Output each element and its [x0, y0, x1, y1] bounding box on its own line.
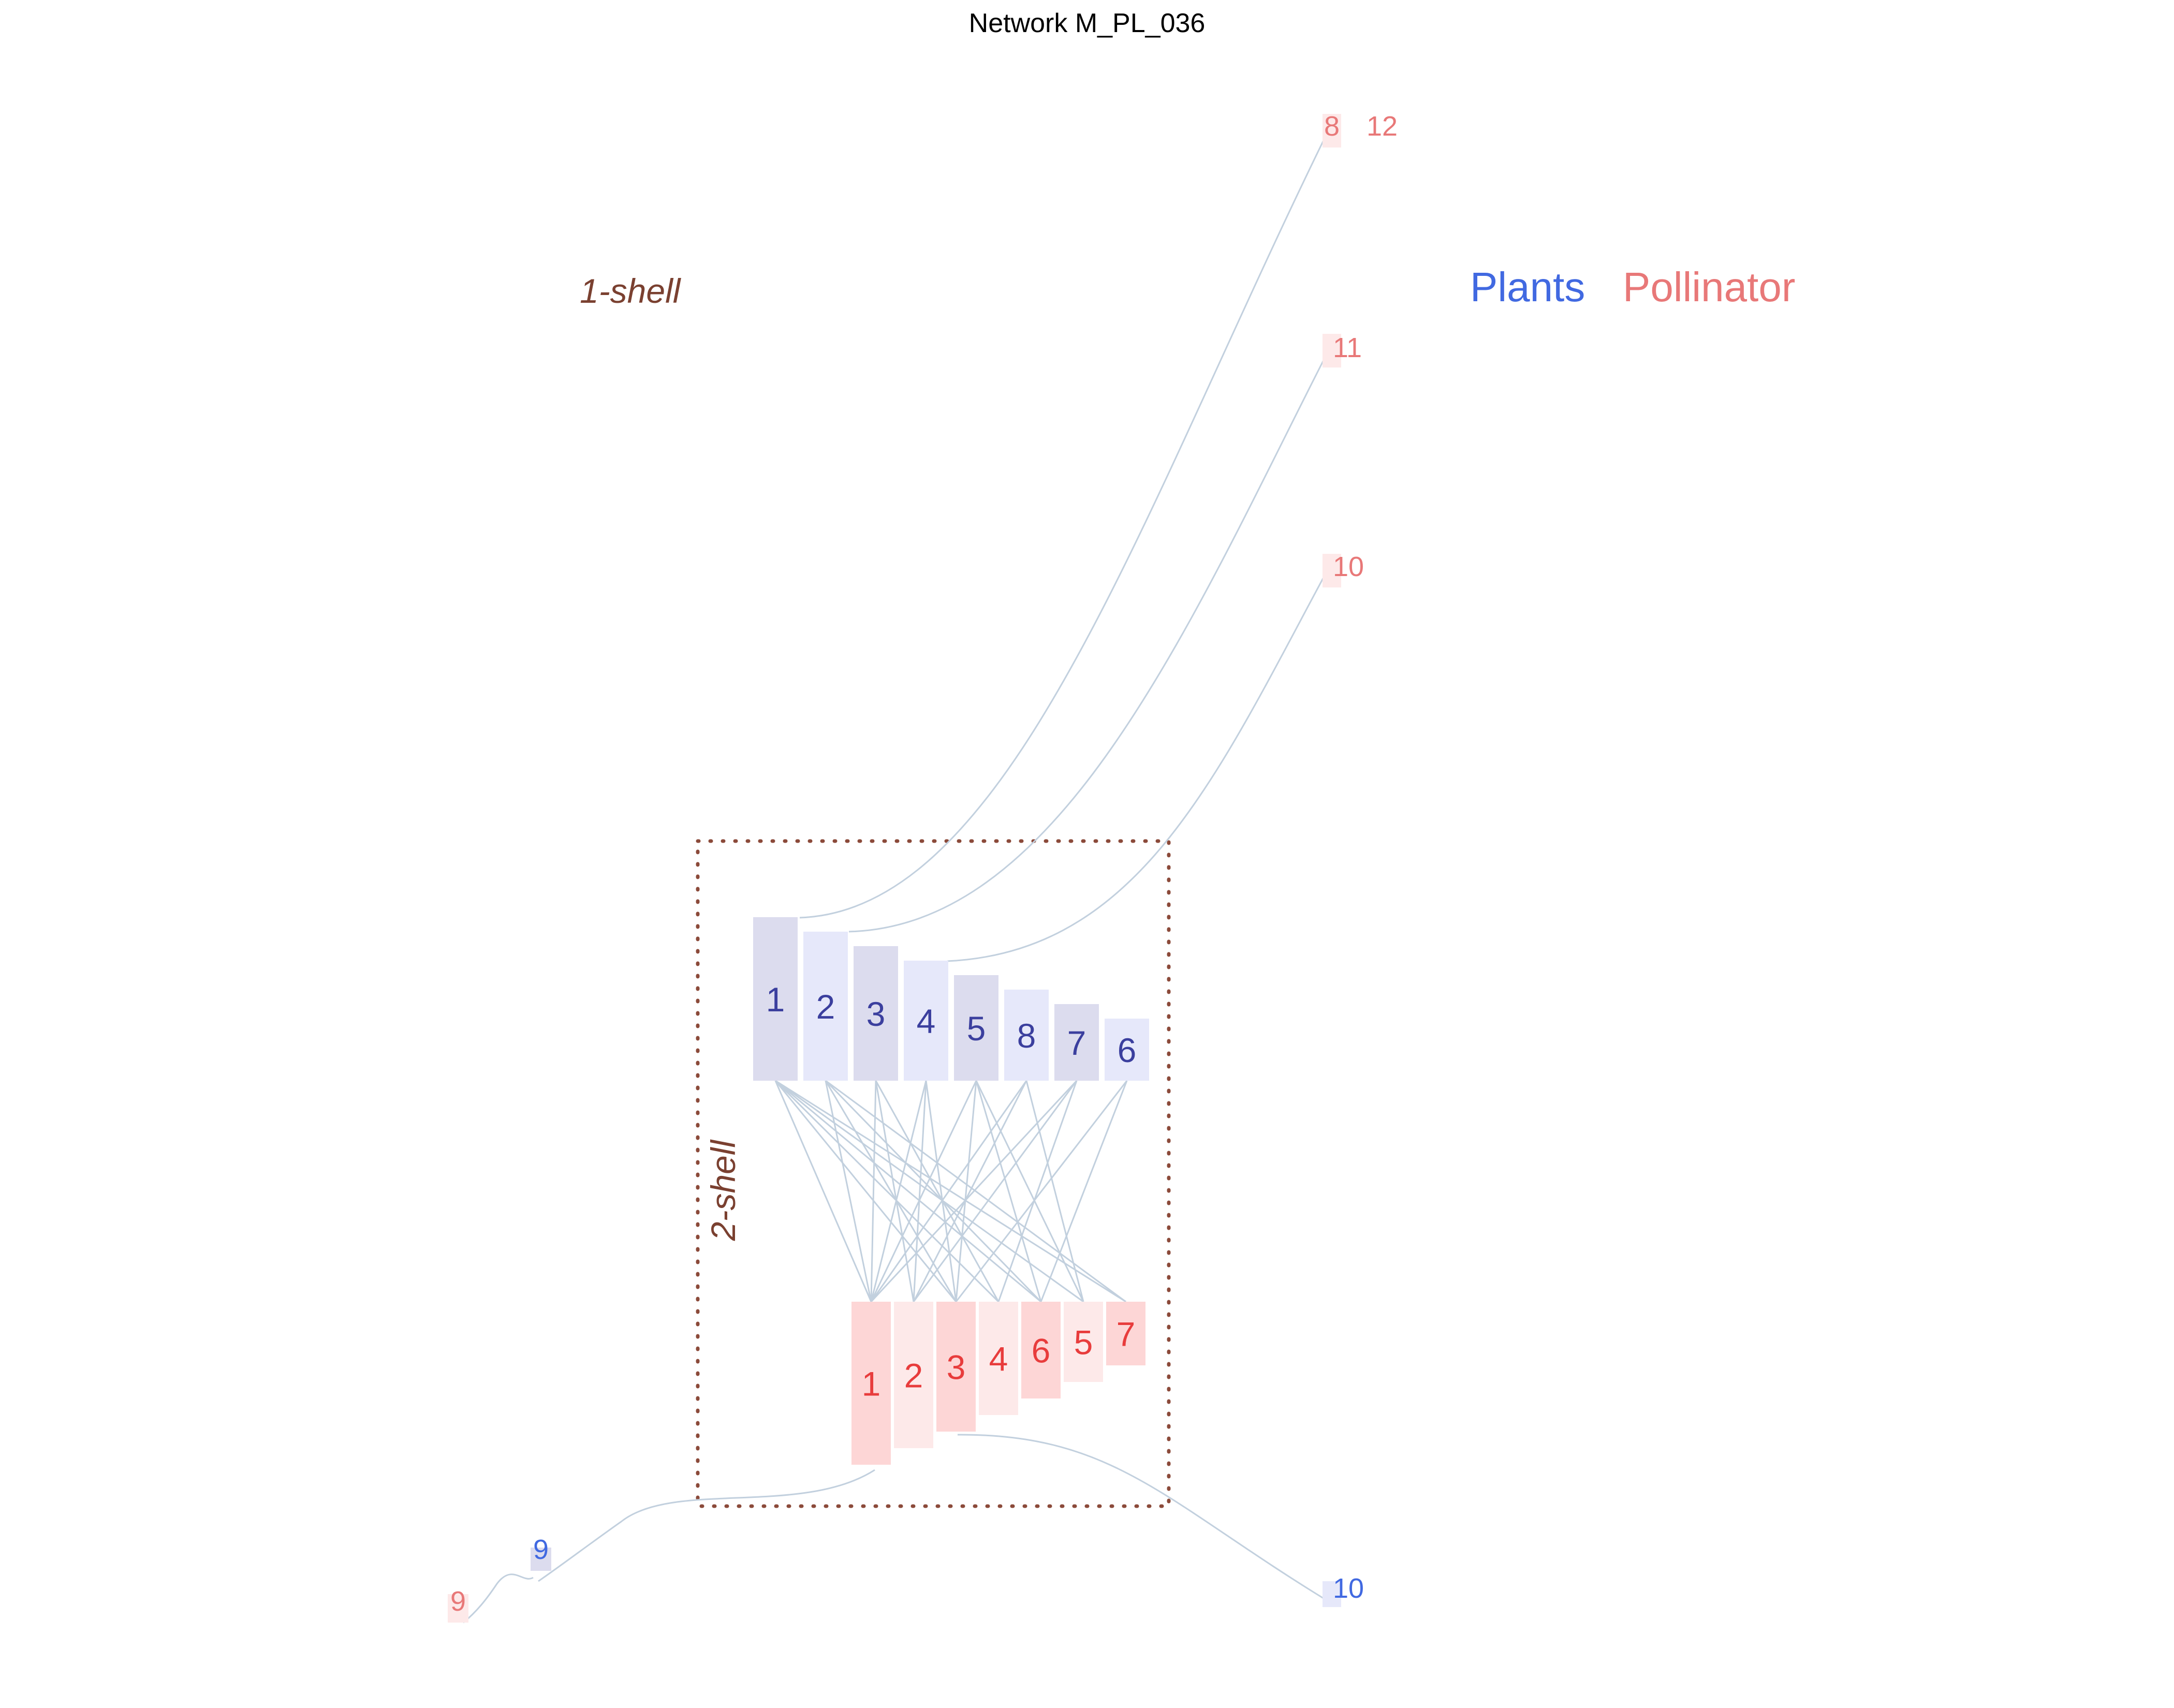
- plant-node-9-box: [531, 1548, 551, 1571]
- plant-node-label-1: 1: [766, 980, 785, 1019]
- poll-node-8-box: [1323, 114, 1341, 148]
- link-plant7-poll1: [870, 1080, 1078, 1303]
- pollinator-node-5: [1064, 1302, 1103, 1382]
- pollinator-node-1: [851, 1302, 891, 1465]
- link-poll3-plant10: [957, 1434, 1326, 1600]
- link-plant5-poll1: [870, 1080, 977, 1302]
- pollinator-node-3: [936, 1302, 976, 1432]
- plant-node-1: [753, 917, 798, 1081]
- link-plant1-poll1: [774, 1080, 872, 1302]
- link-plant3-poll1: [870, 1080, 877, 1302]
- plant-node-10-label: 10: [1333, 1573, 1364, 1604]
- plant-node-label-2: 2: [816, 988, 835, 1026]
- plant-node-6: [1105, 1019, 1149, 1081]
- pollinator-node-label-7: 7: [1117, 1315, 1136, 1353]
- poll-node-9-box: [448, 1594, 468, 1623]
- plant-node-label-7: 7: [1067, 1024, 1086, 1062]
- plant-node-3: [854, 946, 898, 1081]
- link-plant6-poll6: [1040, 1080, 1128, 1302]
- pollinator-node-4: [979, 1302, 1018, 1415]
- plant-node-label-5: 5: [967, 1009, 986, 1048]
- link-plant5-poll6: [975, 1080, 1042, 1302]
- link-plant8-poll2: [913, 1080, 1027, 1302]
- link-plant1-poll5: [775, 1080, 1084, 1303]
- plant-node-label-8: 8: [1017, 1017, 1036, 1055]
- shell-2-box: [696, 839, 1171, 1508]
- link-plant1-poll7: [775, 1080, 1126, 1303]
- link-plant1-poll4: [774, 1080, 1000, 1303]
- plant-node-9-label: 9: [533, 1534, 549, 1565]
- diagram-title: Network M_PL_036: [969, 8, 1206, 38]
- pollinator-node-6: [1021, 1302, 1061, 1398]
- plant-node-7: [1054, 1004, 1099, 1081]
- link-plant8-poll5: [1025, 1080, 1084, 1302]
- link-plant2-poll7: [825, 1080, 1126, 1303]
- link-poll1-plant9: [538, 1469, 875, 1582]
- poll-node-11-label: 11: [1333, 332, 1362, 363]
- poll-node-10-box: [1323, 554, 1341, 587]
- link-plant2-poll11: [848, 357, 1326, 933]
- plant-node-5: [954, 975, 998, 1081]
- pollinator-node-7: [1106, 1302, 1145, 1365]
- plant-node-4: [904, 961, 948, 1081]
- plant-node-8: [1004, 990, 1049, 1081]
- poll-node-9-label: 9: [450, 1586, 466, 1617]
- pollinator-node-label-2: 2: [904, 1357, 923, 1395]
- link-plant7-poll2: [913, 1080, 1078, 1302]
- pollinator-node-label-3: 3: [947, 1348, 966, 1387]
- pollinator-node-label-1: 1: [862, 1365, 881, 1403]
- peripheral-nodes: 8 12 11 10 9 9 10: [448, 111, 1398, 1623]
- poll-node-12-label: 12: [1367, 111, 1398, 142]
- link-plant1-poll8: [799, 137, 1326, 919]
- link-plant9-poll9: [463, 1573, 534, 1624]
- link-plant4-poll1: [870, 1080, 927, 1302]
- poll-node-11-box: [1323, 334, 1341, 367]
- link-plant1-poll3: [774, 1080, 957, 1302]
- link-plant4-poll3: [925, 1080, 957, 1302]
- core-links: [774, 1080, 1128, 1303]
- pollinator-node-label-5: 5: [1074, 1323, 1093, 1362]
- plant-node-10-box: [1323, 1581, 1341, 1607]
- legend-pollinators: Pollinator: [1623, 264, 1796, 310]
- link-plant6-poll3: [955, 1080, 1128, 1302]
- link-plant1-poll6: [775, 1080, 1041, 1303]
- link-plant3-poll4: [875, 1080, 1000, 1302]
- link-plant2-poll1: [825, 1080, 872, 1302]
- pollinator-node-2: [894, 1302, 933, 1448]
- plant-node-label-4: 4: [917, 1002, 936, 1040]
- link-plant7-poll4: [997, 1080, 1078, 1302]
- pollinator-node-label-6: 6: [1032, 1332, 1051, 1370]
- peripheral-links: [463, 137, 1326, 1624]
- link-plant5-poll5: [975, 1080, 1084, 1302]
- shell-label-1: 1-shell: [580, 272, 682, 310]
- link-plant3-poll2: [875, 1080, 915, 1302]
- poll-node-8-label: 8: [1324, 111, 1340, 142]
- plant-node-2: [803, 932, 848, 1081]
- plant-node-label-3: 3: [866, 995, 886, 1033]
- pollinator-node-label-4: 4: [989, 1340, 1008, 1378]
- plant-node-label-6: 6: [1118, 1031, 1137, 1069]
- link-plant2-poll6: [825, 1080, 1042, 1303]
- legend-plants: Plants: [1470, 264, 1585, 310]
- poll-node-10-label: 10: [1333, 551, 1364, 582]
- link-plant8-poll1: [870, 1080, 1027, 1302]
- link-plant4-poll2: [913, 1080, 927, 1302]
- link-plant5-poll3: [955, 1080, 977, 1302]
- shell-label-2: 2-shell: [704, 1139, 742, 1241]
- link-plant2-poll3: [825, 1080, 957, 1302]
- link-plant4-poll10: [947, 574, 1326, 962]
